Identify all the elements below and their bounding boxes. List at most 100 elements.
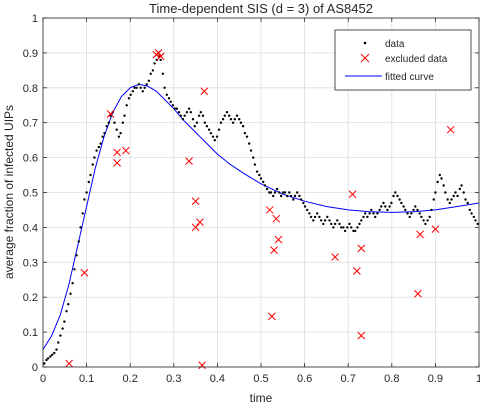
- data-point: [241, 125, 245, 128]
- data-point: [107, 121, 111, 124]
- data-point: [390, 201, 393, 205]
- data-point: [288, 191, 291, 194]
- y-tick-label: 0.2: [23, 292, 38, 304]
- data-point: [426, 219, 429, 222]
- data-point: [289, 194, 293, 198]
- data-point: [472, 215, 475, 219]
- data-point: [450, 198, 453, 201]
- data-point: [428, 215, 431, 219]
- data-point: [245, 135, 249, 138]
- legend-label-data: data: [385, 39, 405, 50]
- x-tick-label: 0: [40, 373, 46, 385]
- excluded-point: [416, 230, 424, 239]
- y-tick-label: 0.4: [23, 222, 38, 234]
- excluded-point: [200, 87, 209, 96]
- data-point: [228, 114, 231, 117]
- x-tick-label: 0.4: [210, 373, 225, 385]
- x-tick-labels: 0 0.1 0.2 0.3 0.4 0.5 0.6 0.7 0.8 0.9 1: [40, 373, 480, 385]
- data-point: [81, 212, 84, 215]
- data-point: [348, 222, 351, 226]
- data-point: [105, 125, 108, 128]
- data-point: [223, 114, 226, 117]
- legend-data-marker: [363, 41, 367, 45]
- data-point: [163, 86, 166, 90]
- legend-label-excluded-data: excluded data: [385, 54, 448, 65]
- data-point: [135, 86, 138, 90]
- data-point: [61, 327, 64, 330]
- data-point: [416, 208, 419, 212]
- data-point: [165, 93, 168, 97]
- x-tick-label: 0.8: [384, 373, 399, 385]
- excluded-point: [274, 235, 283, 244]
- data-point: [197, 114, 201, 117]
- excluded-point: [113, 158, 121, 167]
- excluded-point: [268, 312, 276, 321]
- data-point: [167, 97, 171, 100]
- data-point: [215, 135, 219, 138]
- data-point: [141, 90, 144, 93]
- data-point: [402, 205, 405, 208]
- data-point: [193, 125, 196, 128]
- data-point: [458, 187, 461, 191]
- data-point: [386, 208, 389, 212]
- data-point: [159, 58, 162, 62]
- data-point: [392, 194, 395, 198]
- data-point: [400, 201, 403, 205]
- data-point: [430, 208, 433, 212]
- data-point: [213, 139, 216, 142]
- data-point: [183, 114, 186, 117]
- data-point: [368, 212, 371, 215]
- y-tick-label: 0: [32, 362, 38, 374]
- data-point: [75, 254, 78, 257]
- data-point: [238, 118, 241, 121]
- data-point: [145, 83, 148, 86]
- data-point: [137, 83, 141, 86]
- data-point: [446, 198, 449, 201]
- data-point: [199, 111, 202, 114]
- data-point: [189, 111, 192, 114]
- data-point: [171, 104, 175, 107]
- data-point: [221, 118, 225, 121]
- data-point: [133, 86, 136, 90]
- data-point: [468, 208, 471, 212]
- excluded-point: [80, 268, 89, 277]
- data-point: [55, 348, 58, 351]
- data-point: [43, 362, 46, 365]
- data-point: [346, 226, 349, 229]
- data-point: [63, 320, 66, 323]
- data-point: [364, 212, 367, 215]
- excluded-point: [348, 190, 357, 199]
- data-point: [147, 79, 151, 83]
- data-point: [119, 132, 122, 135]
- y-tick-label: 0.3: [23, 257, 38, 269]
- data-point: [47, 357, 50, 360]
- data-point: [203, 121, 206, 124]
- data-point: [330, 222, 333, 226]
- data-point: [444, 191, 447, 194]
- data-point: [248, 142, 251, 145]
- data-point: [302, 201, 305, 205]
- data-point: [191, 118, 195, 121]
- excluded-point: [65, 359, 74, 368]
- data-point: [299, 198, 303, 201]
- data-point: [139, 86, 142, 90]
- x-tick-label: 0.6: [297, 373, 312, 385]
- data-point: [326, 215, 329, 219]
- data-point: [396, 194, 399, 198]
- data-point: [272, 194, 275, 198]
- excluded-point: [191, 223, 200, 232]
- data-point: [91, 163, 94, 166]
- data-point: [87, 180, 91, 184]
- y-tick-label: 0.5: [23, 188, 38, 200]
- data-point: [113, 121, 116, 124]
- data-point: [388, 205, 391, 208]
- data-point: [380, 205, 383, 208]
- data-point: [69, 292, 72, 295]
- x-tick-label: 1: [476, 373, 480, 385]
- data-point: [121, 121, 125, 124]
- excluded-point: [331, 253, 339, 261]
- data-point: [93, 156, 96, 159]
- y-tick-label: 0.7: [23, 118, 38, 130]
- data-point: [51, 353, 54, 356]
